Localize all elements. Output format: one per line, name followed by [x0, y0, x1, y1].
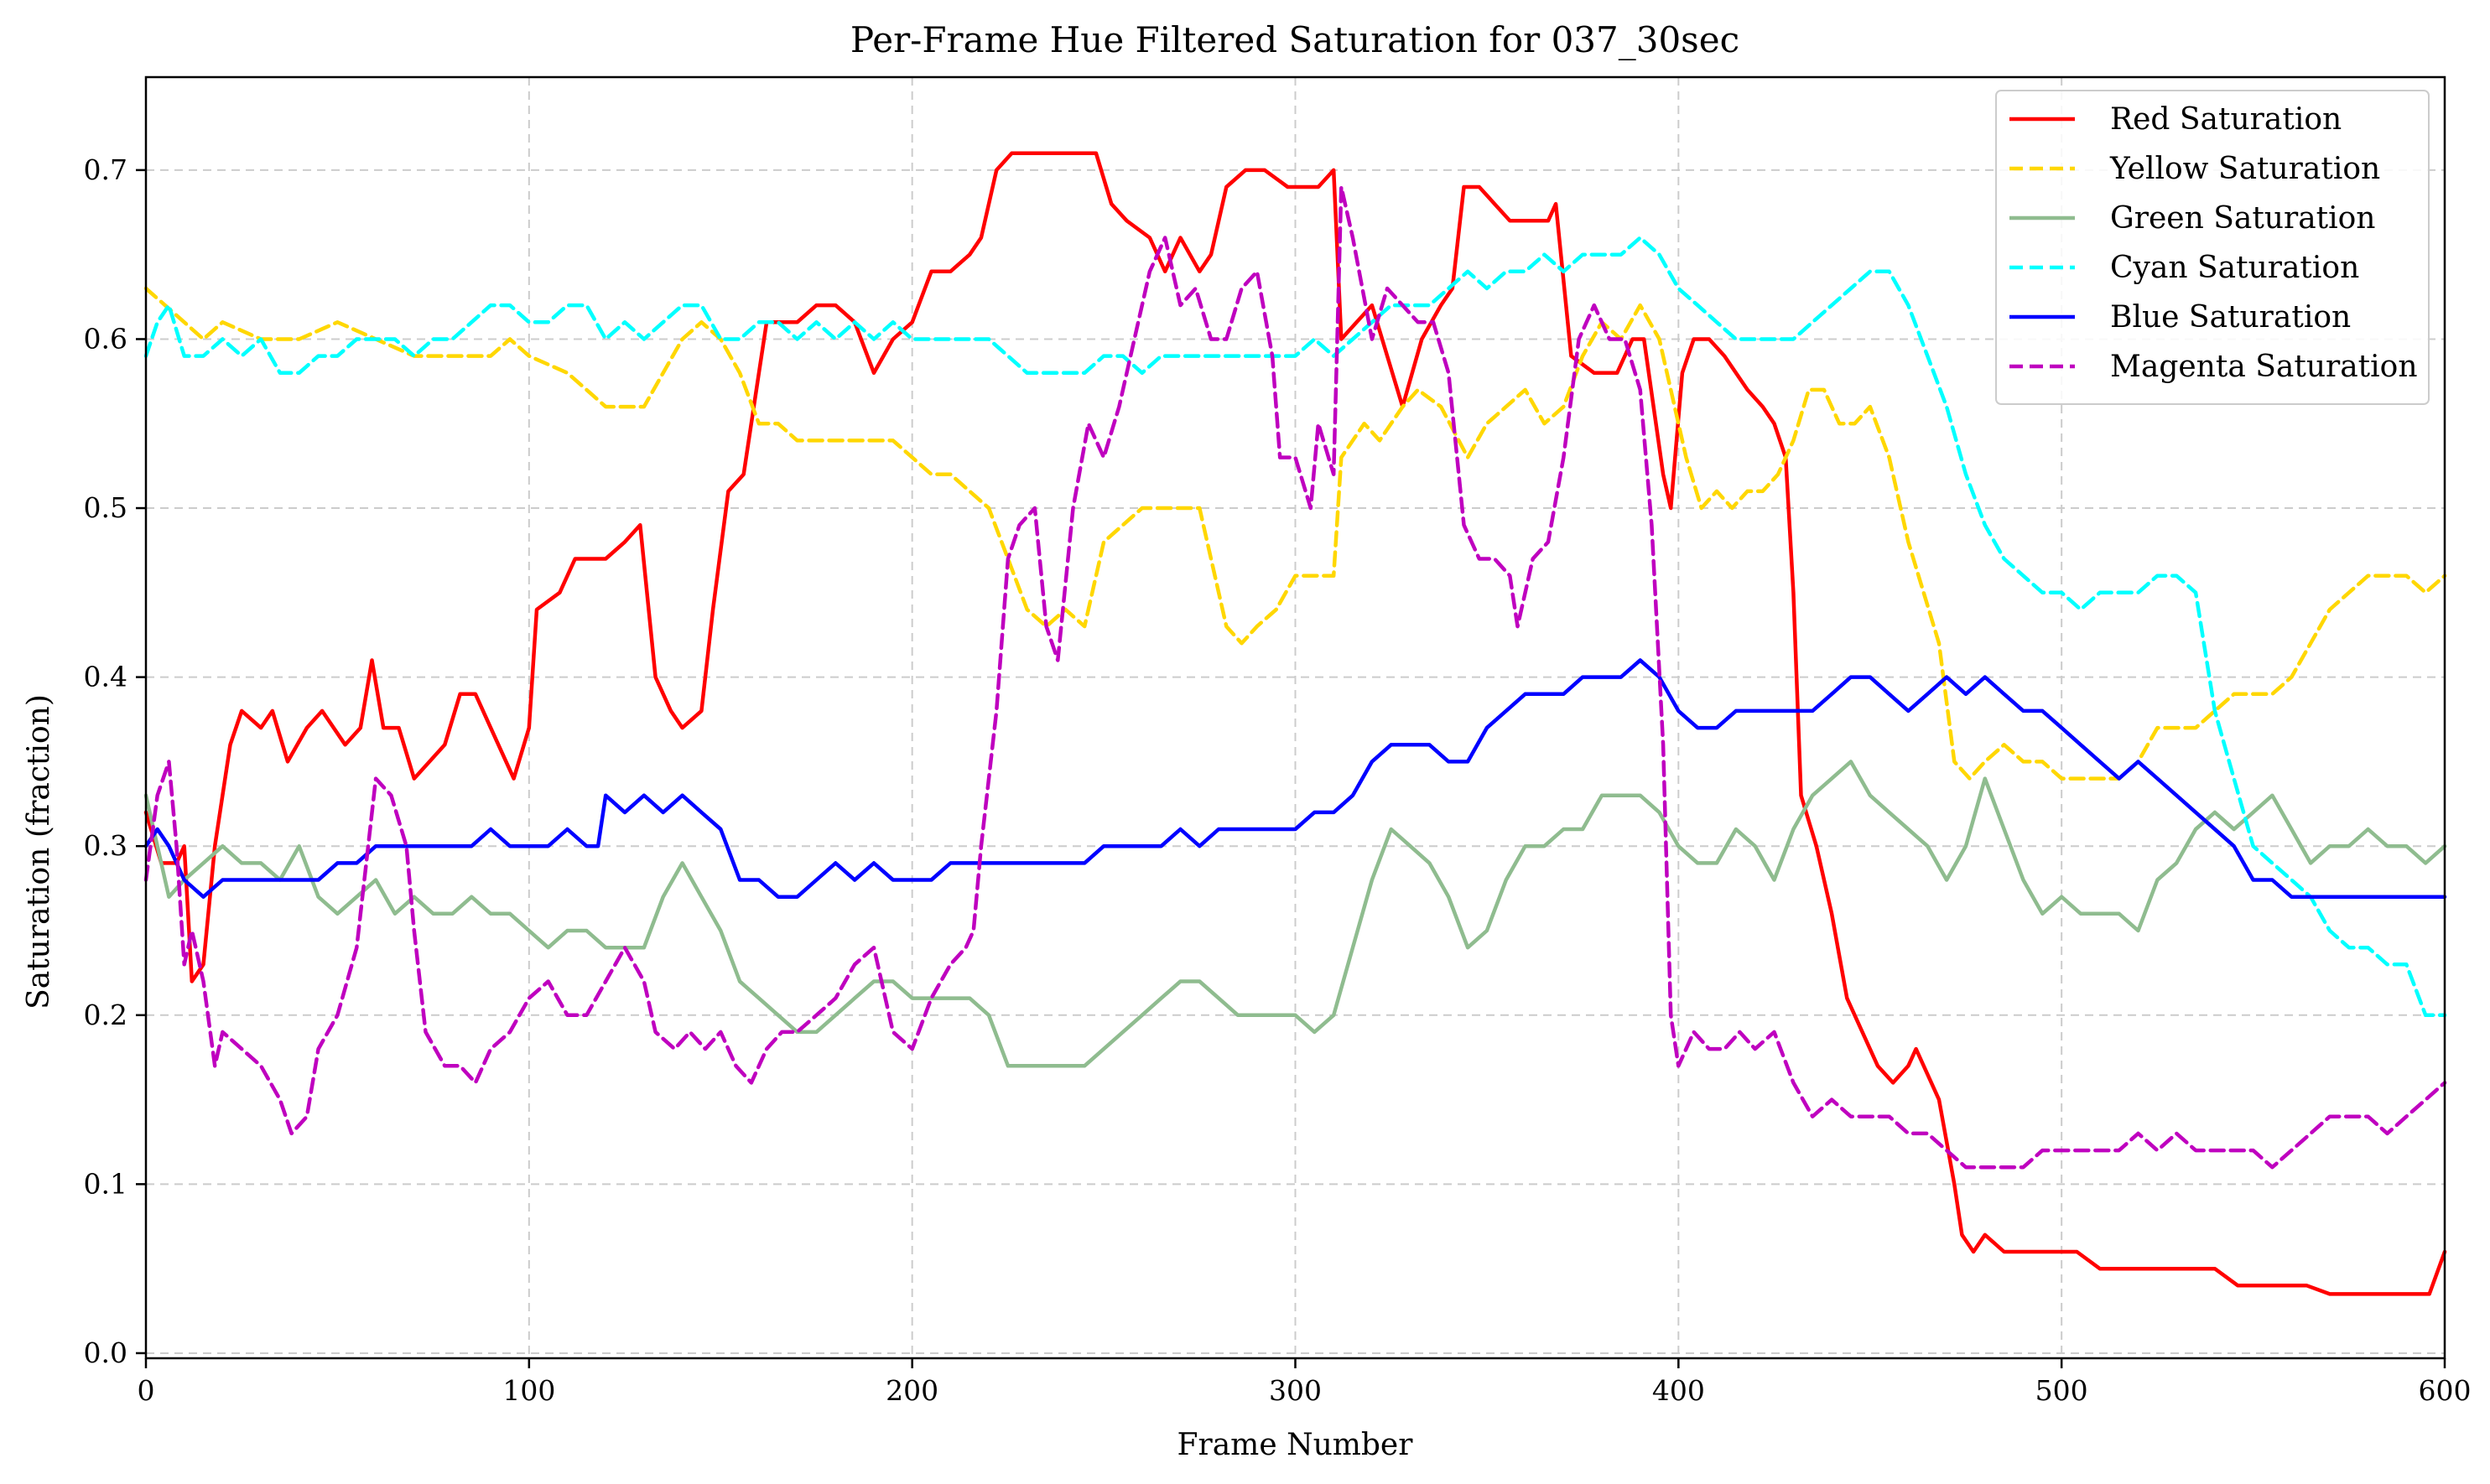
- legend-label: Magenta Saturation: [2110, 350, 2418, 384]
- y-tick-label: 0.4: [84, 661, 127, 693]
- y-axis-ticks: 0.0 0.1 0.2 0.3 0.4 0.5 0.6 0.7: [84, 153, 146, 1369]
- legend-label: Blue Saturation: [2110, 300, 2351, 335]
- series-line-yellow-saturation: [143, 286, 2447, 781]
- series-line-magenta-saturation: [143, 184, 2447, 1170]
- series-layer: [143, 151, 2447, 1296]
- x-tick-label: 300: [1269, 1374, 1322, 1407]
- x-tick-label: 100: [502, 1374, 555, 1407]
- x-tick-label: 0: [138, 1374, 155, 1407]
- x-axis-ticks: 0 100 200 300 400 500 600: [138, 1358, 2472, 1407]
- x-axis-label: Frame Number: [1177, 1428, 1414, 1462]
- series-line-cyan-saturation: [143, 236, 2447, 1018]
- legend-label: Yellow Saturation: [2109, 152, 2380, 186]
- x-tick-label: 500: [2035, 1374, 2088, 1407]
- y-tick-label: 0.2: [84, 999, 127, 1031]
- chart-title: Per-Frame Hue Filtered Saturation for 03…: [850, 19, 1739, 60]
- x-tick-label: 600: [2419, 1374, 2472, 1407]
- y-tick-label: 0.7: [84, 153, 127, 186]
- series-line-blue-saturation: [143, 658, 2447, 899]
- y-tick-label: 0.6: [84, 322, 127, 355]
- legend-box: [1995, 90, 2430, 405]
- x-tick-label: 400: [1652, 1374, 1705, 1407]
- y-axis-label: Saturation (fraction): [22, 694, 56, 1009]
- x-tick-label: 200: [886, 1374, 938, 1407]
- y-tick-label: 0.5: [84, 491, 127, 524]
- y-tick-label: 0.1: [84, 1167, 127, 1200]
- y-tick-label: 0.0: [84, 1336, 127, 1369]
- legend-label: Red Saturation: [2110, 102, 2342, 137]
- series-line-red-saturation: [143, 151, 2447, 1296]
- y-tick-label: 0.3: [84, 829, 127, 862]
- legend-label: Green Saturation: [2110, 201, 2376, 236]
- legend-label: Cyan Saturation: [2110, 251, 2359, 285]
- series-line-green-saturation: [143, 760, 2447, 1068]
- legend: Red Saturation Yellow Saturation Green Sat…: [1995, 90, 2430, 405]
